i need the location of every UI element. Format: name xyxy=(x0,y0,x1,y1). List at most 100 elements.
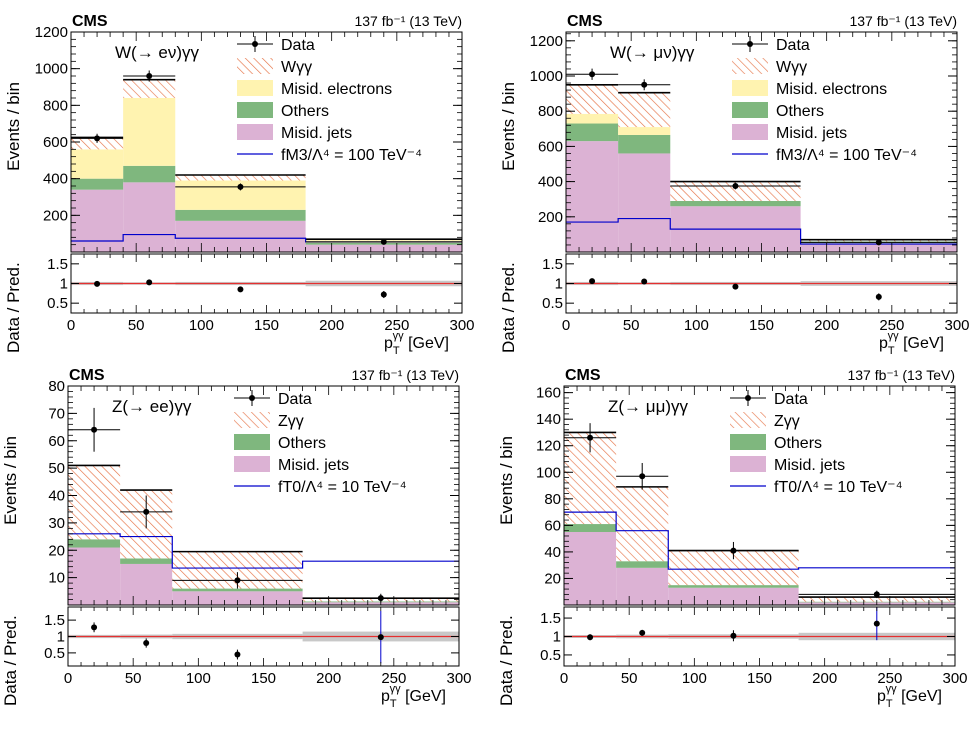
data-point xyxy=(234,577,241,584)
ratio-y-axis-label: Data / Pred. xyxy=(497,615,516,706)
ratio-point xyxy=(143,640,150,647)
x-tick-label: 100 xyxy=(189,317,214,334)
cms-label: CMS xyxy=(69,367,105,384)
legend-label: Wγγ xyxy=(281,59,312,76)
ratio-y-tick-label: 1.5 xyxy=(47,256,68,273)
ratio-y-tick-label: 1 xyxy=(555,276,563,293)
x-axis-label-sub: T xyxy=(888,345,895,357)
ratio-point xyxy=(234,651,241,658)
x-axis-label-sup: γγ xyxy=(888,330,900,342)
legend-marker-data xyxy=(745,395,751,401)
x-tick-label: 300 xyxy=(942,670,967,687)
ratio-point xyxy=(380,291,387,298)
y-tick-label: 400 xyxy=(538,174,563,191)
x-tick-label: 50 xyxy=(623,317,640,334)
legend-label: Wγγ xyxy=(776,59,807,76)
y-axis-label: Events / bin xyxy=(497,436,516,525)
data-point xyxy=(380,238,387,245)
stack-bar-others xyxy=(616,561,669,568)
legend-swatch-others xyxy=(730,434,766,450)
legend-label: Others xyxy=(278,435,326,452)
y-tick-label: 1200 xyxy=(35,24,68,41)
x-tick-label: 200 xyxy=(316,670,341,687)
plot-area xyxy=(566,68,957,252)
lumi-label: 137 fb⁻¹ (13 TeV) xyxy=(849,13,957,29)
x-tick-label: 50 xyxy=(125,670,142,687)
x-axis-label-main: p xyxy=(877,688,886,705)
legend-swatch-signal xyxy=(732,58,768,74)
ratio-y-tick-label: 0.5 xyxy=(47,295,68,312)
data-point xyxy=(641,81,648,88)
data-point xyxy=(730,547,737,554)
legend-label: Others xyxy=(774,435,822,452)
y-tick-label: 40 xyxy=(544,544,561,561)
data-point xyxy=(146,73,153,79)
aqgc-line xyxy=(68,533,459,569)
stack-bar-misid-jets xyxy=(123,182,176,252)
stack-bar-misid-jets xyxy=(68,547,121,605)
lumi-label: 137 fb⁻¹ (13 TeV) xyxy=(847,367,955,383)
x-tick-label: 0 xyxy=(67,317,75,334)
legend-swatch-misid-jets xyxy=(732,124,768,140)
y-tick-label: 160 xyxy=(536,385,561,402)
aqgc-line xyxy=(564,511,955,570)
stack-bar-misid-jets xyxy=(566,141,619,252)
stack-bar-misid-jets xyxy=(618,153,671,252)
x-tick-label: 100 xyxy=(186,670,211,687)
y-axis-label: Events / bin xyxy=(499,82,518,171)
legend-label: Data xyxy=(278,391,312,408)
x-tick-label: 200 xyxy=(319,317,344,334)
stack-bar-others xyxy=(71,178,124,190)
legend-swatch-others xyxy=(732,102,768,118)
y-tick-label: 20 xyxy=(544,570,561,587)
legend-marker-data xyxy=(249,395,255,401)
x-axis-label-sub: T xyxy=(886,698,893,710)
data-point xyxy=(94,135,101,142)
stack-bar-others xyxy=(172,588,303,592)
x-tick-label: 300 xyxy=(446,670,471,687)
ratio-plot-area xyxy=(71,279,462,299)
legend-swatch-signal xyxy=(730,412,766,428)
x-axis-label-unit: [GeV] xyxy=(899,335,944,352)
x-tick-label: 250 xyxy=(384,317,409,334)
stack-bar-signal xyxy=(798,597,955,602)
stack-bar-misid-electrons xyxy=(618,127,671,135)
channel-label: W(→ eν)γγ xyxy=(115,43,200,62)
stack-bar-others xyxy=(670,200,801,207)
x-tick-label: 250 xyxy=(381,670,406,687)
stack-bar-others xyxy=(618,134,671,154)
y-tick-label: 80 xyxy=(48,378,65,395)
data-point xyxy=(587,434,594,441)
x-tick-label: 100 xyxy=(682,670,707,687)
y-tick-label: 140 xyxy=(536,411,561,428)
ratio-panel: 0.51 1.5 0 50 100 150 200 250 300 xyxy=(540,606,968,687)
stack-bar-others xyxy=(68,539,121,548)
ratio-point xyxy=(146,279,153,286)
ratio-point xyxy=(587,634,594,641)
stack-bar-signal xyxy=(123,79,176,98)
y-tick-label: 40 xyxy=(48,488,65,505)
stack-bar-misid-jets xyxy=(172,591,303,605)
aqgc-line xyxy=(71,233,462,243)
x-tick-label: 150 xyxy=(747,670,772,687)
legend-label: Others xyxy=(281,103,329,120)
x-axis-label-sup: γγ xyxy=(390,683,402,695)
x-tick-label: 200 xyxy=(814,317,839,334)
x-tick-label: 150 xyxy=(254,317,279,334)
stack-bar-others xyxy=(566,123,619,142)
ratio-y-tick-label: 1 xyxy=(553,629,561,646)
x-tick-label: 300 xyxy=(449,317,474,334)
ratio-point xyxy=(589,278,596,285)
aqgc-line xyxy=(566,217,957,245)
x-tick-label: 0 xyxy=(560,670,568,687)
stack-bar-signal xyxy=(618,92,671,128)
y-tick-label: 80 xyxy=(544,491,561,508)
legend-label: Zγγ xyxy=(774,413,800,430)
ratio-y-tick-label: 1.5 xyxy=(542,256,563,273)
stack-bar-misid-electrons xyxy=(566,113,619,124)
stack-bar-misid-electrons xyxy=(123,98,176,166)
stack-bar-signal xyxy=(68,465,121,540)
data-point xyxy=(875,239,882,246)
